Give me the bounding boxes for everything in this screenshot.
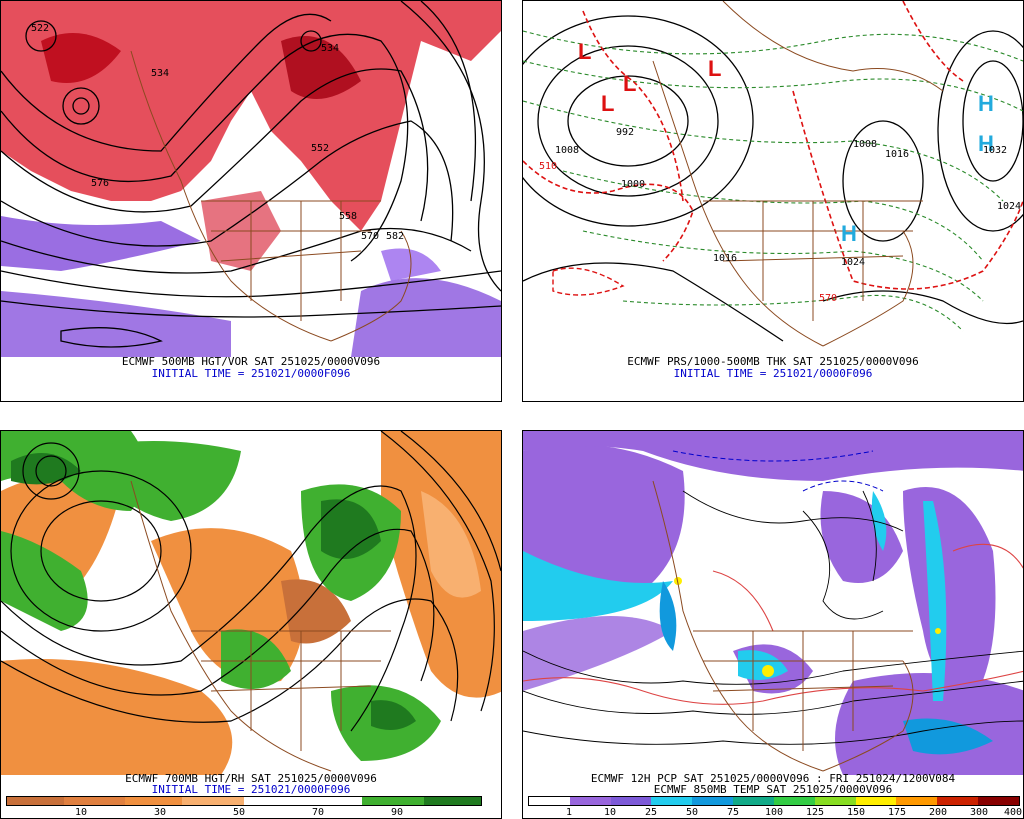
scale-tick: 1 [565,807,573,818]
contour-label: 1024 [997,201,1021,212]
contour-label: 534 [321,43,339,54]
scale-tick: 70 [311,807,325,818]
scale-tick: 50 [685,807,699,818]
low-pressure-marker: L [623,71,636,96]
panel-500mb-hgt-vor: 522 534 552 558 570 576 582 534 ECMWF 50… [0,0,502,402]
scale-tick: 75 [726,807,740,818]
map-pressure-thickness: L L L L H H H 992 1000 1008 1016 1024 10… [523,1,1023,357]
scale-tick: 30 [153,807,167,818]
caption-initial-time: INITIAL TIME = 251021/0000F096 [151,367,351,380]
contour-label: 558 [339,211,357,222]
thickness-label: 570 [819,293,837,304]
contour-label: 552 [311,143,329,154]
low-pressure-marker: L [578,39,591,64]
panel-precip-850mb-temp: ECMWF 12H PCP SAT 251025/0000V096 : FRI … [522,430,1024,819]
contour-label: 1016 [713,253,737,264]
scale-tick: 100 [764,807,784,818]
high-pressure-marker: H [978,91,994,116]
contour-label: 570 [361,231,379,242]
rh-color-scale [6,796,482,806]
contour-label: 1008 [555,145,579,156]
scale-tick: 25 [644,807,658,818]
contour-label: 1008 [853,139,877,150]
contour-label: 534 [151,68,169,79]
precip-color-scale [528,796,1020,806]
caption-temp-title: ECMWF 850MB TEMP SAT 251025/0000V096 [653,783,893,796]
scale-tick: 200 [928,807,948,818]
contour-label: 992 [616,127,634,138]
contour-label: 522 [31,23,49,34]
high-pressure-marker: H [841,221,857,246]
contour-label: 582 [386,231,404,242]
scale-tick: 10 [74,807,88,818]
scale-tick: 400 [1003,807,1023,818]
caption-title: ECMWF PRS/1000-500MB THK SAT 251025/0000… [627,355,919,368]
contour-label: 1000 [621,179,645,190]
contour-label: 576 [91,178,109,189]
low-pressure-marker: L [601,91,614,116]
low-pressure-marker: L [708,56,721,81]
map-700mb [1,431,501,775]
scale-tick: 50 [232,807,246,818]
thickness-label: 510 [539,161,557,172]
scale-tick: 10 [603,807,617,818]
scale-tick: 175 [887,807,907,818]
scale-tick: 300 [969,807,989,818]
map-precip-850mb [523,431,1023,775]
caption-initial-time: INITIAL TIME = 251021/0000F096 [151,783,351,796]
caption-title: ECMWF 500MB HGT/VOR SAT 251025/0000V096 [121,355,381,368]
scale-tick: 150 [846,807,866,818]
caption-precip-title: ECMWF 12H PCP SAT 251025/0000V096 : FRI … [590,772,956,785]
panel-pressure-thickness: L L L L H H H 992 1000 1008 1016 1024 10… [522,0,1024,402]
caption-title: ECMWF 700MB HGT/RH SAT 251025/0000V096 [125,772,377,785]
contour-label: 1024 [841,257,865,268]
panel-700mb-hgt-rh: ECMWF 700MB HGT/RH SAT 251025/0000V096 I… [0,430,502,819]
contour-label: 1016 [885,149,909,160]
map-500mb: 522 534 552 558 570 576 582 534 [1,1,501,357]
high-pressure-marker: H [978,131,994,156]
scale-tick: 125 [805,807,825,818]
contour-label: 1032 [983,145,1007,156]
scale-tick: 90 [390,807,404,818]
caption-initial-time: INITIAL TIME = 251021/0000F096 [673,367,873,380]
